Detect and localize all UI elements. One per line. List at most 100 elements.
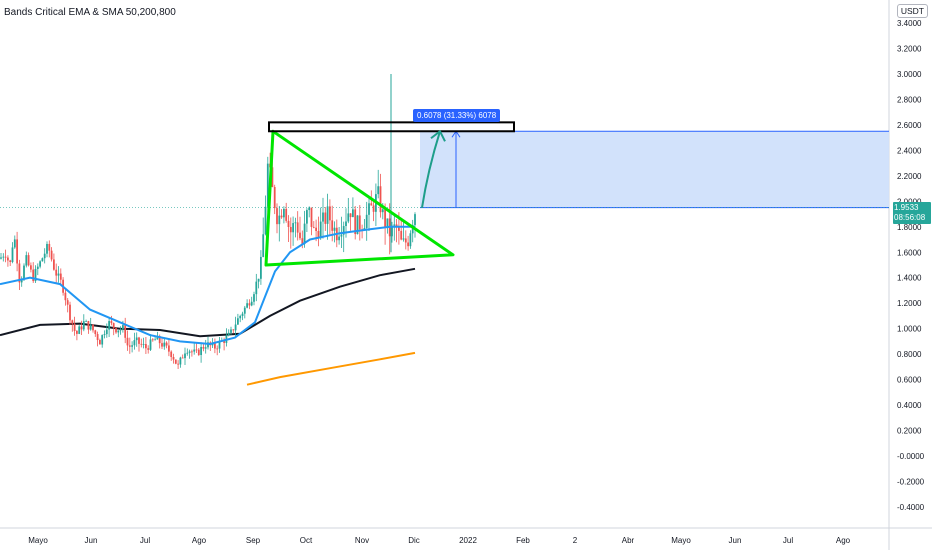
y-tick-label: 2.2000 [897,172,922,181]
candle-body [306,210,308,224]
breakout-arrow[interactable] [421,130,441,208]
candle-body [151,339,154,341]
candle-body [25,255,28,266]
x-tick-label: Ago [836,536,851,545]
candle-body [20,279,23,283]
candle-body [96,334,99,341]
candle-body [218,341,221,349]
candle-body [391,225,393,237]
y-tick-label: -0.2000 [897,478,925,487]
candle-body [381,209,384,213]
candle-body [197,349,200,355]
candle-body [195,349,198,351]
candle-body [216,348,219,350]
y-tick-label: 1.6000 [897,248,922,257]
candle-body [289,226,292,233]
candle-body [393,224,396,226]
candle-body [50,250,53,260]
candle-body [299,232,301,239]
target-zone[interactable] [420,131,889,208]
candle-body [365,214,368,229]
candle-body [66,300,69,305]
sma800-line [246,351,416,386]
candle-body [273,187,276,209]
candle-body [147,348,150,350]
candle-body [105,329,108,335]
y-tick-label: 0.6000 [897,376,922,385]
candle-body [163,342,166,347]
candle-body [2,256,5,258]
candle-body [135,337,138,341]
y-tick-label: -0.0000 [897,452,925,461]
candle-body [356,215,359,235]
candle-body [71,320,74,324]
candle-body [340,234,343,237]
candle-body [78,326,81,334]
candle-body [115,328,117,333]
candle-body [200,346,202,355]
candle-body [82,321,85,330]
x-tick-label: Feb [516,536,530,545]
candle-body [39,261,41,267]
triangle-pattern[interactable] [264,129,455,267]
y-tick-label: 3.2000 [897,44,922,53]
candle-body [386,218,389,228]
candle-body [193,349,196,352]
candle-body [48,243,51,251]
y-tick-label: 2.8000 [897,95,922,104]
resistance-rectangle[interactable] [268,121,515,133]
candle-body [140,343,143,345]
y-tick-label: 1.2000 [897,299,922,308]
x-tick-label: Mayo [671,536,691,545]
candle-body [312,226,315,228]
candle-body [112,323,115,329]
candle-body [278,215,281,225]
candle-body [230,329,232,333]
candle-body [384,209,386,228]
candle-body [76,330,78,334]
candle-body [23,265,25,280]
candle-body [161,343,163,347]
candle-body [85,321,87,322]
candle-body [55,269,58,276]
candle-body [333,227,336,231]
candle-body [342,226,345,235]
candle-body [407,242,409,247]
y-tick-label: 2.6000 [897,121,922,130]
candle-body [18,263,21,283]
candle-body [0,257,2,259]
candle-body [315,227,317,231]
candle-body [87,321,90,330]
candle-body [232,329,235,331]
candle-body [101,335,104,345]
y-tick-label: 3.0000 [897,70,922,79]
candle-body [239,315,242,319]
candle-body [110,321,113,324]
candle-body [372,205,375,212]
candle-body [32,269,35,282]
indicator-title: Bands Critical EMA & SMA 50,200,800 [4,7,176,18]
candle-body [280,215,283,218]
candle-body [308,207,311,211]
candle-body [16,239,18,264]
candle-body [227,332,230,336]
candle-body [248,303,251,306]
candle-body [165,342,168,346]
y-tick-label: 1.8000 [897,223,922,232]
y-tick-label: 2.0000 [897,197,922,206]
x-tick-label: Jun [85,536,98,545]
candle-body [124,325,127,338]
y-tick-label: 0.8000 [897,350,922,359]
candle-body [46,243,48,254]
candle-body [262,234,265,257]
measure-label: 0.6078 (31.33%) 6078 [413,109,501,122]
candle-body [59,273,62,280]
currency-badge[interactable]: USDT [896,4,928,18]
candle-body [149,339,152,350]
candle-body [349,213,352,218]
candle-body [177,363,179,365]
candle-body [250,301,253,306]
candle-body [69,304,71,321]
candle-body [27,255,30,266]
